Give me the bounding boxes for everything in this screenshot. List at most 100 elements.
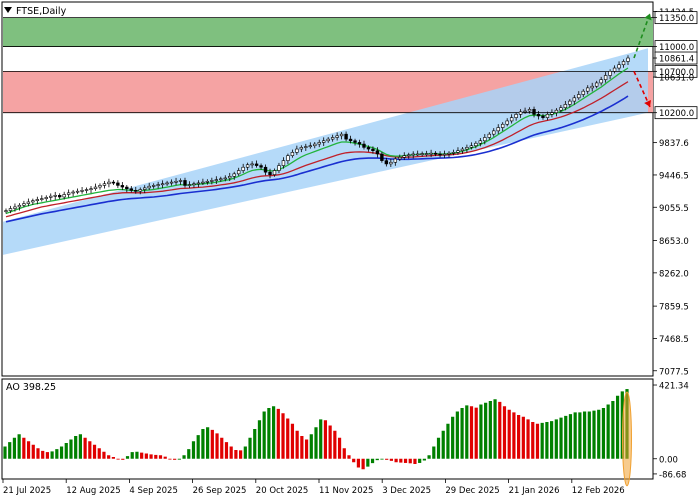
y-tick-label: 8262.0 <box>659 269 689 279</box>
oscillator-bar <box>319 419 323 459</box>
candle-body <box>335 135 339 138</box>
candle-body <box>317 142 321 145</box>
candle-body <box>223 177 227 180</box>
candle-body <box>232 173 236 177</box>
oscillator-bar <box>45 452 50 459</box>
y-tick-label: 10700.0 <box>659 68 694 78</box>
candle-body <box>402 155 406 158</box>
oscillator-bar <box>408 458 412 464</box>
candle-body <box>348 138 353 142</box>
oscillator-bar <box>130 452 134 459</box>
oscillator-bar <box>17 434 21 459</box>
oscillator-bar <box>601 408 606 459</box>
oscillator-bar <box>474 407 478 459</box>
candle-body <box>398 157 402 160</box>
candle-body <box>134 190 138 192</box>
y-tick-label: 11350.0 <box>659 14 694 24</box>
oscillator-bar <box>578 412 582 459</box>
candle-body <box>259 165 263 168</box>
oscillator-bar <box>394 458 398 463</box>
candle-body <box>559 107 563 111</box>
candle-body <box>120 185 125 188</box>
oscillator-bar <box>210 429 214 459</box>
candle-body <box>178 180 183 182</box>
mid-moving-average-line <box>5 81 629 218</box>
oscillator-bar <box>36 448 40 459</box>
oscillator-bar <box>107 455 111 459</box>
oscillator-bar <box>163 456 167 459</box>
y-tick-label: 10200.0 <box>659 109 694 119</box>
y-tick-label: 9837.6 <box>659 139 689 149</box>
candle-body <box>415 153 420 156</box>
candle-body <box>554 109 559 113</box>
oscillator-bar <box>370 458 375 464</box>
y-tick-label: 9446.5 <box>659 171 689 181</box>
candle-body <box>304 146 308 148</box>
oscillator-bar <box>413 458 417 464</box>
candle-body <box>71 191 75 194</box>
oscillator-bar <box>573 412 577 459</box>
candle-body <box>299 147 304 150</box>
oscillator-bar <box>121 458 125 460</box>
candle-body <box>192 183 196 186</box>
candle-body <box>371 148 375 151</box>
candle-body <box>228 176 232 179</box>
candle-body <box>326 138 330 142</box>
oscillator-bar <box>479 404 483 459</box>
oscillator-bar <box>366 458 370 467</box>
oscillator-bar <box>83 437 87 459</box>
candle-body <box>621 61 626 66</box>
candle-body <box>420 153 424 155</box>
oscillator-bar <box>582 411 587 459</box>
oscillator-bar <box>333 430 337 459</box>
candle-body <box>599 79 603 84</box>
candle-body <box>40 198 44 200</box>
y-tick-label: 8653.0 <box>659 237 689 247</box>
oscillator-bar <box>243 446 247 459</box>
oscillator-bar <box>432 446 436 459</box>
candle-body <box>107 181 111 185</box>
y-tick-label: 7468.5 <box>659 335 689 345</box>
oscillator-bar <box>460 408 464 459</box>
candle-body <box>102 183 107 186</box>
oscillator-bar <box>436 437 441 459</box>
candle-body <box>57 195 62 198</box>
candle-body <box>116 182 120 186</box>
candle-body <box>89 188 93 191</box>
candle-body <box>442 153 447 156</box>
candle-body <box>196 182 201 185</box>
oscillator-bar <box>512 412 516 459</box>
oscillator-bar <box>229 446 233 459</box>
oscillator-bar <box>234 450 238 459</box>
oscillator-bar <box>187 449 191 459</box>
candle-body <box>8 208 13 211</box>
x-tick-label: 11 Nov 2025 <box>319 486 373 496</box>
oscillator-bar <box>484 402 488 459</box>
oscillator-bar <box>554 419 558 459</box>
oscillator-bar <box>611 401 615 459</box>
oscillator-bar <box>8 442 12 459</box>
x-tick-label: 12 Feb 2026 <box>572 486 625 496</box>
candle-body <box>527 109 532 112</box>
candle-body <box>572 97 577 102</box>
oscillator-bar <box>154 454 158 459</box>
oscillator-bar <box>286 418 290 459</box>
candle-body <box>219 178 223 181</box>
oscillator-bar <box>323 420 328 459</box>
chart-title-icon <box>4 7 12 13</box>
oscillator-bar <box>239 450 243 459</box>
oscillator-bar <box>220 437 224 459</box>
oscillator-bar <box>337 437 342 459</box>
candle-body <box>156 184 160 186</box>
candle-body <box>205 180 210 183</box>
candle-body <box>608 71 612 76</box>
oscillator-bar <box>158 455 163 459</box>
oscillator-bar <box>257 420 262 459</box>
resistance-zone <box>3 17 653 47</box>
oscillator-bar <box>380 458 384 460</box>
oscillator-bar <box>125 456 130 459</box>
candle-body <box>505 120 509 125</box>
oscillator-bar <box>50 451 54 459</box>
oscillator-bar <box>521 416 525 459</box>
